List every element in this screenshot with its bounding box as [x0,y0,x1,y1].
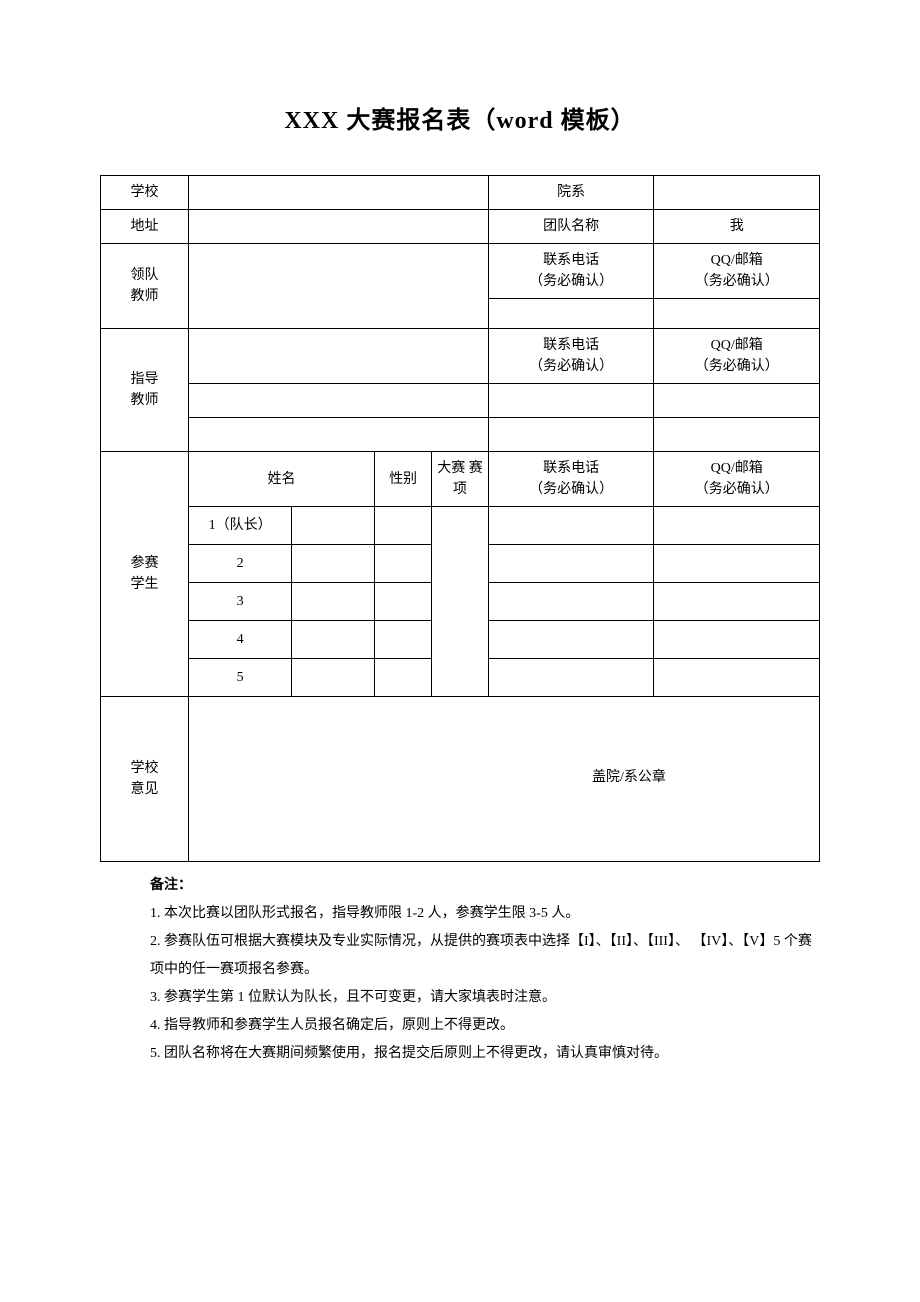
label-lead-teacher: 领队 教师 [101,244,189,329]
student-row-5-idx: 5 [188,659,291,697]
label-team-name: 团队名称 [488,210,654,244]
notes-item-2: 2. 参赛队伍可根据大赛模块及专业实际情况，从提供的赛项表中选择【I】、【II】… [150,928,820,984]
student-row-1-gender[interactable] [375,507,432,545]
label-address: 地址 [101,210,189,244]
field-guide-phone-1[interactable] [488,384,654,418]
student-row-3-qq[interactable] [654,583,820,621]
field-guide-teacher-1-name[interactable] [188,329,488,384]
student-row-1-qq[interactable] [654,507,820,545]
field-guide-qq-1[interactable] [654,384,820,418]
notes-item-4: 4. 指导教师和参赛学生人员报名确定后，原则上不得更改。 [150,1012,820,1040]
student-event-merged[interactable] [432,507,489,697]
notes-title: 备注： [150,872,820,900]
field-lead-phone[interactable] [488,299,654,329]
student-row-3-name[interactable] [292,583,375,621]
label-guide-teacher: 指导 教师 [101,329,189,452]
student-row-2-gender[interactable] [375,545,432,583]
field-team-name[interactable]: 我 [654,210,820,244]
field-guide-teacher-1-blank[interactable] [188,384,488,418]
student-row-5-qq[interactable] [654,659,820,697]
label-department: 院系 [488,176,654,210]
student-row-2-qq[interactable] [654,545,820,583]
field-address[interactable] [188,210,488,244]
field-guide-qq-2[interactable] [654,418,820,452]
field-lead-qq[interactable] [654,299,820,329]
label-student-phone: 联系电话 （务必确认） [488,452,654,507]
label-school: 学校 [101,176,189,210]
student-row-5-phone[interactable] [488,659,654,697]
label-school-opinion: 学校 意见 [101,697,189,862]
registration-table: 学校 院系 地址 团队名称 我 领队 教师 联系电话 （务必确认） QQ/邮箱 … [100,175,820,862]
student-row-2-name[interactable] [292,545,375,583]
label-guide-qq: QQ/邮箱 （务必确认） [654,329,820,384]
field-department[interactable] [654,176,820,210]
field-guide-phone-2[interactable] [488,418,654,452]
field-school[interactable] [188,176,488,210]
label-student-qq: QQ/邮箱 （务必确认） [654,452,820,507]
student-row-3-gender[interactable] [375,583,432,621]
student-row-3-idx: 3 [188,583,291,621]
label-student-event: 大赛 赛项 [432,452,489,507]
label-lead-phone: 联系电话 （务必确认） [488,244,654,299]
student-row-2-phone[interactable] [488,545,654,583]
field-guide-teacher-2-blank[interactable] [188,418,488,452]
label-guide-phone: 联系电话 （务必确认） [488,329,654,384]
student-row-4-phone[interactable] [488,621,654,659]
notes-item-1: 1. 本次比赛以团队形式报名，指导教师限 1-2 人，参赛学生限 3-5 人。 [150,900,820,928]
student-row-2-idx: 2 [188,545,291,583]
student-row-3-phone[interactable] [488,583,654,621]
student-row-4-idx: 4 [188,621,291,659]
student-row-4-gender[interactable] [375,621,432,659]
student-row-5-gender[interactable] [375,659,432,697]
label-student-gender: 性别 [375,452,432,507]
notes-item-3: 3. 参赛学生第 1 位默认为队长，且不可变更，请大家填表时注意。 [150,984,820,1012]
label-student-name: 姓名 [188,452,374,507]
student-row-4-name[interactable] [292,621,375,659]
field-lead-teacher-name[interactable] [188,244,488,329]
notes-section: 备注： 1. 本次比赛以团队形式报名，指导教师限 1-2 人，参赛学生限 3-5… [100,872,820,1068]
page-title: XXX 大赛报名表（word 模板） [100,100,820,135]
student-row-1-phone[interactable] [488,507,654,545]
label-lead-qq: QQ/邮箱 （务必确认） [654,244,820,299]
notes-item-5: 5. 团队名称将在大赛期间频繁使用，报名提交后原则上不得更改，请认真审慎对待。 [150,1040,820,1068]
student-row-5-name[interactable] [292,659,375,697]
label-students: 参赛 学生 [101,452,189,697]
student-row-4-qq[interactable] [654,621,820,659]
student-row-1-name[interactable] [292,507,375,545]
field-school-opinion[interactable]: 盖院/系公章 [188,697,819,862]
student-row-1-idx: 1（队长） [188,507,291,545]
stamp-text: 盖院/系公章 [592,767,666,792]
